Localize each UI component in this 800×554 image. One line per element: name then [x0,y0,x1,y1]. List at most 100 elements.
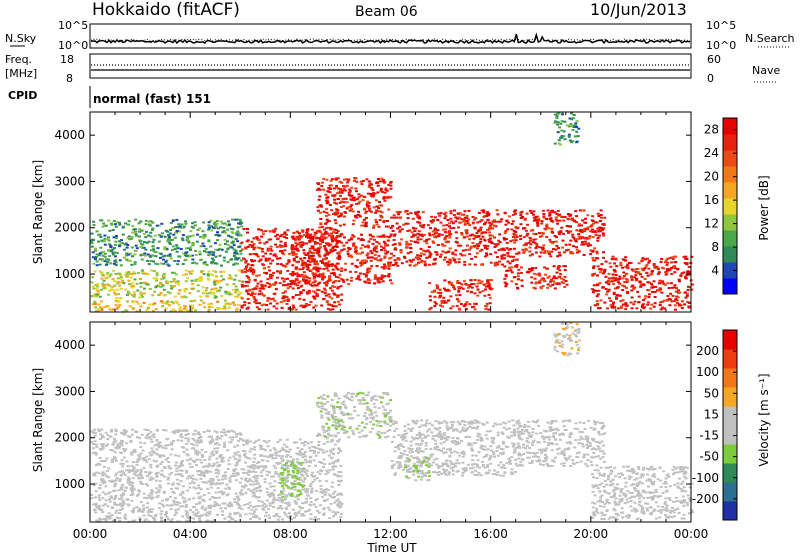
power-cell [478,242,482,245]
power-cell [176,260,180,263]
power-cell [155,224,159,227]
velocity-cell [257,439,261,442]
power-cell [196,233,199,236]
power-cell [308,257,311,260]
power-cell [560,136,564,139]
power-cell [355,252,359,255]
velocity-cell [108,500,112,503]
power-cell [602,227,606,230]
power-cell [200,277,204,280]
power-cell [372,224,376,227]
power-cell [358,272,362,275]
power-cell [499,220,503,223]
power-cell [335,236,339,239]
power-cell [495,261,499,264]
power-cell [365,254,369,257]
velocity-cell [145,455,149,458]
power-ytick-label: 3000 [54,174,85,188]
power-cell [134,218,138,221]
power-cell [216,290,220,293]
power-cell [425,238,429,241]
power-cell [253,301,257,303]
power-cell [113,255,117,258]
velocity-cell [185,511,189,514]
power-cell [614,274,618,276]
velocity-cell [262,455,266,458]
power-cell [247,276,250,279]
velocity-cell [257,496,261,499]
velocity-cell [98,463,102,466]
power-cell [634,279,638,282]
power-cell [117,245,121,248]
velocity-cell [121,433,125,436]
power-cell [548,211,552,214]
velocity-cell [177,483,181,486]
velocity-cell [123,433,127,436]
power-cell [425,256,429,259]
velocity-cell [92,472,96,475]
power-cell [272,230,276,233]
velocity-cell [309,504,313,507]
power-cell [444,241,448,244]
velocity-cell [167,465,171,467]
power-cell [169,310,173,313]
velocity-cell [248,478,252,481]
velocity-cell [281,458,285,461]
power-cell [316,182,320,185]
velocity-cell [237,506,241,509]
power-colorbar-segment [723,134,737,151]
power-cell [524,247,528,250]
power-cell [428,295,432,298]
power-cell [212,259,216,262]
power-cell [669,292,673,295]
power-cell [591,230,595,233]
power-cell [550,210,554,212]
velocity-cell [136,459,140,462]
power-cell [464,303,468,305]
power-cell [237,269,241,272]
power-cell [324,248,328,251]
velocity-cell [328,469,332,472]
power-cell [404,222,408,225]
power-cell [237,293,241,296]
velocity-cell [215,450,219,453]
power-cell [350,256,354,259]
velocity-cell [121,465,125,468]
power-cell [389,184,393,187]
power-cell [349,238,353,241]
power-cell [266,278,270,281]
power-cell [198,250,202,253]
power-cell [312,274,316,277]
power-cell [500,248,504,251]
velocity-cell [108,435,112,438]
power-cell [572,114,576,116]
power-cell [503,232,507,235]
power-cell [94,257,97,260]
power-cell [139,278,142,280]
power-cell [334,229,338,232]
power-cell [357,274,361,277]
power-cell [416,221,420,224]
velocity-cell [157,446,161,449]
power-cell [666,282,670,285]
power-cell [560,215,564,218]
power-cell [281,264,285,267]
power-cell [151,245,155,248]
velocity-cell [167,476,171,479]
velocity-cell [155,444,159,447]
power-cell [325,284,328,287]
power-cell [276,257,280,260]
power-cell [514,265,517,268]
velocity-cell [97,504,101,507]
power-cell [427,246,431,248]
velocity-cell [166,518,170,521]
power-cell [391,243,395,246]
power-cell [286,300,290,302]
power-cell [536,224,540,227]
power-cell [637,262,641,265]
power-cell [104,224,108,227]
power-cell [254,299,258,302]
power-cell [214,275,218,278]
power-cell [328,308,332,311]
power-cell [194,249,198,252]
